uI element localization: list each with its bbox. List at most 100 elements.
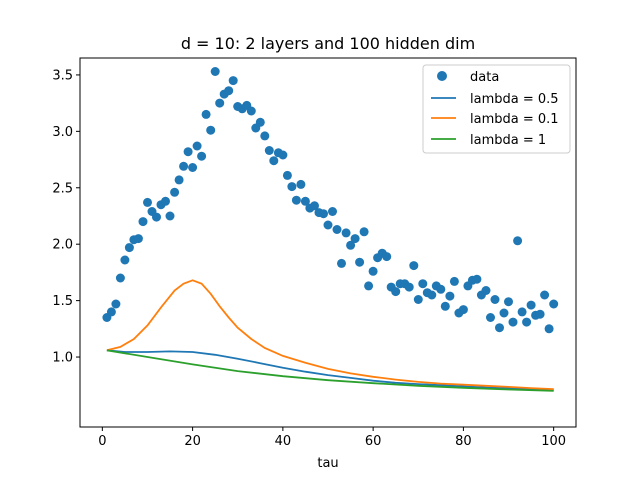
- data-point: [472, 274, 482, 284]
- data-point: [544, 324, 554, 334]
- data-point: [197, 151, 207, 161]
- data-point: [224, 86, 234, 96]
- legend-label-lambda-0.1: lambda = 0.1: [470, 112, 559, 127]
- data-point: [332, 225, 342, 234]
- data-point: [278, 150, 288, 160]
- data-point: [359, 227, 369, 237]
- data-point: [540, 290, 550, 300]
- data-point: [508, 317, 518, 327]
- x-axis: 0 20 40 60 80 100: [98, 427, 566, 449]
- data-point: [115, 273, 125, 283]
- data-point: [183, 147, 193, 157]
- data-point: [427, 290, 437, 300]
- data-point: [391, 287, 401, 297]
- y-tick-label: 1.5: [52, 294, 73, 309]
- legend: data lambda = 0.5 lambda = 0.1 lambda = …: [422, 64, 571, 154]
- y-axis: 1.0 1.5 2.0 2.5 3.0 3.5: [52, 68, 80, 366]
- legend-frame: [422, 64, 571, 154]
- legend-label-lambda-1: lambda = 1: [470, 133, 546, 148]
- data-point: [350, 234, 360, 244]
- data-point: [449, 276, 459, 286]
- y-tick-label: 2.5: [52, 181, 73, 196]
- data-point: [260, 131, 270, 141]
- data-point: [337, 258, 346, 268]
- data-point: [495, 323, 504, 333]
- data-point: [323, 220, 333, 230]
- data-point: [355, 257, 365, 267]
- data-point: [215, 98, 225, 108]
- x-tick-label: 20: [184, 434, 201, 449]
- series-line-lambda-0.1: [106, 279, 554, 391]
- data-point: [409, 261, 419, 271]
- series-line-lambda-0.5: [106, 349, 554, 391]
- data-point: [287, 182, 297, 192]
- data-point: [499, 308, 509, 318]
- data-point: [440, 301, 450, 311]
- data-point: [346, 240, 356, 250]
- data-point: [486, 313, 495, 322]
- data-point: [192, 141, 202, 151]
- x-tick-label: 100: [541, 434, 566, 449]
- data-point: [436, 284, 446, 294]
- data-point: [404, 282, 414, 292]
- data-point: [111, 299, 121, 309]
- data-point: [174, 175, 184, 185]
- data-point: [179, 161, 189, 171]
- data-point: [328, 207, 337, 216]
- data-point: [364, 281, 374, 291]
- data-point: [291, 195, 301, 205]
- data-point: [133, 234, 143, 244]
- data-point: [206, 125, 216, 135]
- data-point: [549, 299, 559, 309]
- chart-title: d = 10: 2 layers and 100 hidden dim: [181, 34, 475, 53]
- data-point: [152, 212, 161, 222]
- data-point: [255, 117, 265, 127]
- data-point: [210, 67, 220, 76]
- x-tick-label: 0: [98, 434, 106, 449]
- data-point: [124, 243, 134, 253]
- data-point: [264, 146, 274, 155]
- legend-label-data: data: [470, 70, 499, 85]
- data-point: [368, 266, 378, 276]
- data-point: [526, 300, 536, 310]
- data-point: [490, 295, 500, 304]
- data-point: [282, 170, 292, 180]
- data-point: [300, 196, 310, 206]
- x-tick-label: 40: [275, 434, 292, 449]
- data-point: [228, 76, 238, 86]
- data-point: [382, 252, 392, 262]
- x-axis-label: tau: [317, 456, 338, 471]
- legend-marker-data: [437, 71, 447, 81]
- data-point: [522, 317, 532, 327]
- legend-label-lambda-0.5: lambda = 0.5: [470, 92, 559, 107]
- data-point: [504, 297, 513, 307]
- data-point: [170, 187, 180, 197]
- data-point: [413, 295, 423, 304]
- data-point: [269, 156, 279, 166]
- data-point: [161, 196, 170, 206]
- x-tick-label: 60: [365, 434, 382, 449]
- data-point: [188, 163, 198, 172]
- data-point: [319, 209, 328, 219]
- data-point: [143, 197, 152, 207]
- data-point: [201, 109, 211, 119]
- plot-area: [102, 67, 559, 392]
- x-tick-label: 80: [455, 434, 472, 449]
- data-point: [513, 236, 523, 246]
- data-point: [138, 217, 148, 227]
- data-point: [535, 309, 545, 319]
- data-point: [445, 291, 455, 301]
- data-point: [296, 179, 306, 189]
- y-tick-label: 1.0: [52, 351, 73, 366]
- data-point: [341, 228, 351, 238]
- y-tick-label: 2.0: [52, 238, 73, 253]
- data-point: [106, 307, 116, 317]
- y-tick-label: 3.0: [52, 125, 73, 140]
- data-point: [246, 106, 256, 116]
- data-point: [120, 255, 130, 265]
- data-point: [418, 279, 428, 289]
- y-tick-label: 3.5: [52, 68, 73, 83]
- data-point: [517, 307, 527, 317]
- data-point: [165, 211, 175, 221]
